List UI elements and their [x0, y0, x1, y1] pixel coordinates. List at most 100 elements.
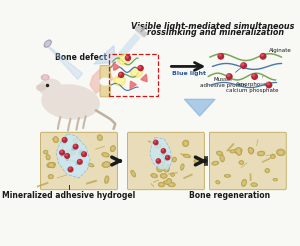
Ellipse shape — [43, 76, 47, 79]
Ellipse shape — [154, 141, 156, 142]
Ellipse shape — [170, 183, 174, 186]
Ellipse shape — [73, 138, 78, 143]
Ellipse shape — [89, 164, 92, 166]
Ellipse shape — [130, 67, 142, 77]
Ellipse shape — [41, 75, 49, 80]
Ellipse shape — [164, 168, 169, 172]
Ellipse shape — [219, 54, 221, 56]
Ellipse shape — [46, 42, 50, 46]
FancyBboxPatch shape — [40, 132, 117, 190]
Ellipse shape — [272, 156, 274, 158]
Ellipse shape — [257, 151, 265, 156]
Ellipse shape — [239, 161, 244, 165]
Ellipse shape — [250, 149, 253, 152]
Ellipse shape — [171, 173, 175, 176]
Ellipse shape — [139, 66, 141, 68]
Bar — [110, 54, 158, 96]
Ellipse shape — [226, 175, 229, 177]
Ellipse shape — [158, 182, 165, 187]
Ellipse shape — [156, 159, 161, 163]
Ellipse shape — [131, 170, 136, 177]
Ellipse shape — [156, 145, 160, 147]
Ellipse shape — [104, 180, 108, 183]
Polygon shape — [113, 31, 142, 64]
Ellipse shape — [164, 181, 169, 184]
Ellipse shape — [172, 157, 176, 162]
Text: Mussel
adhesive protein: Mussel adhesive protein — [200, 67, 246, 88]
Ellipse shape — [238, 151, 241, 154]
Ellipse shape — [118, 55, 130, 65]
Ellipse shape — [48, 174, 53, 179]
Ellipse shape — [240, 161, 243, 164]
Ellipse shape — [181, 164, 184, 170]
Ellipse shape — [166, 155, 170, 160]
Ellipse shape — [218, 152, 221, 155]
Ellipse shape — [63, 141, 66, 144]
Ellipse shape — [241, 63, 246, 68]
Ellipse shape — [216, 151, 223, 156]
Ellipse shape — [159, 163, 163, 166]
Ellipse shape — [47, 162, 56, 168]
Ellipse shape — [62, 150, 70, 153]
Ellipse shape — [138, 66, 143, 71]
Ellipse shape — [39, 79, 61, 96]
Ellipse shape — [69, 168, 70, 169]
Ellipse shape — [66, 158, 68, 161]
Ellipse shape — [274, 179, 277, 180]
Ellipse shape — [65, 154, 70, 158]
Ellipse shape — [273, 178, 278, 181]
Ellipse shape — [82, 153, 84, 154]
Ellipse shape — [78, 160, 80, 162]
Ellipse shape — [157, 161, 165, 167]
Ellipse shape — [110, 145, 116, 152]
Ellipse shape — [72, 148, 74, 151]
Ellipse shape — [165, 158, 167, 161]
Ellipse shape — [71, 148, 75, 152]
Ellipse shape — [80, 151, 83, 154]
Ellipse shape — [72, 149, 74, 151]
Ellipse shape — [212, 161, 219, 165]
Ellipse shape — [61, 154, 63, 156]
Ellipse shape — [184, 155, 189, 157]
Ellipse shape — [50, 164, 53, 167]
Ellipse shape — [173, 158, 176, 161]
Polygon shape — [94, 46, 115, 64]
Text: Visible light-mediated simultaneous: Visible light-mediated simultaneous — [131, 22, 294, 31]
Text: Bone defect: Bone defect — [56, 53, 108, 62]
Ellipse shape — [111, 147, 114, 150]
Ellipse shape — [167, 180, 170, 184]
Ellipse shape — [47, 156, 49, 159]
Ellipse shape — [259, 152, 263, 155]
Ellipse shape — [182, 140, 189, 147]
Ellipse shape — [73, 144, 78, 149]
FancyBboxPatch shape — [128, 132, 204, 190]
Ellipse shape — [220, 155, 224, 162]
Ellipse shape — [165, 182, 168, 184]
Text: Blue light: Blue light — [172, 72, 206, 77]
Ellipse shape — [152, 174, 156, 177]
Ellipse shape — [270, 155, 275, 159]
Ellipse shape — [166, 178, 172, 185]
Ellipse shape — [243, 181, 245, 185]
Polygon shape — [135, 26, 147, 37]
Ellipse shape — [167, 166, 169, 170]
Ellipse shape — [104, 163, 109, 166]
Ellipse shape — [230, 150, 236, 153]
Ellipse shape — [157, 159, 158, 161]
Ellipse shape — [82, 152, 86, 156]
Ellipse shape — [236, 149, 240, 152]
Ellipse shape — [216, 181, 220, 184]
Ellipse shape — [78, 149, 85, 156]
Text: Crosslinking and mineralization: Crosslinking and mineralization — [141, 28, 284, 37]
Ellipse shape — [249, 149, 252, 153]
Ellipse shape — [72, 150, 75, 154]
Ellipse shape — [160, 183, 163, 186]
Ellipse shape — [231, 151, 235, 152]
Text: Alginate: Alginate — [266, 48, 292, 57]
Ellipse shape — [46, 154, 50, 160]
Ellipse shape — [162, 152, 165, 155]
Ellipse shape — [221, 156, 223, 160]
Ellipse shape — [276, 149, 285, 156]
Ellipse shape — [54, 138, 57, 141]
Ellipse shape — [155, 143, 158, 145]
